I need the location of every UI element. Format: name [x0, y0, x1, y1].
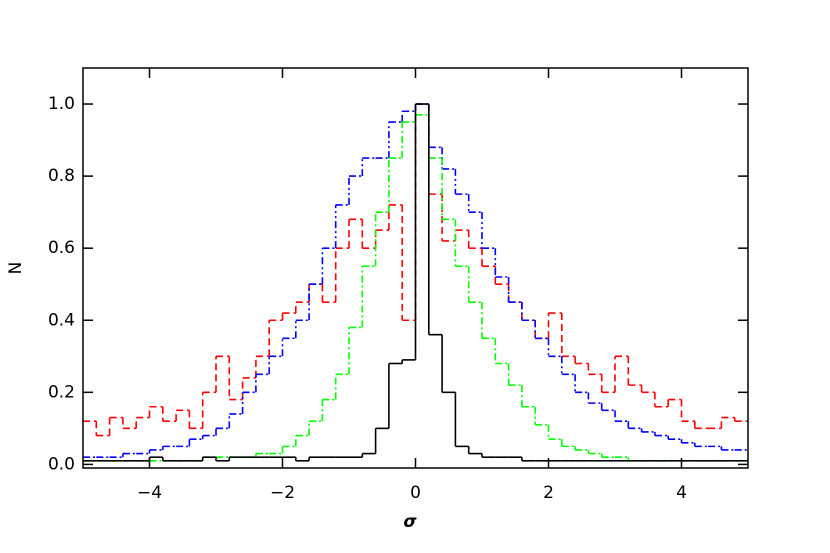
y-axis-label: N — [6, 262, 26, 275]
x-tick-label: 2 — [543, 483, 554, 503]
y-tick-label: 0.4 — [48, 310, 75, 330]
y-tick-label: 0.6 — [48, 238, 75, 258]
x-tick-label: 0 — [410, 483, 421, 503]
x-tick-label: −4 — [137, 483, 162, 503]
y-tick-label: 0.2 — [48, 382, 75, 402]
x-axis-label: σ — [403, 512, 417, 532]
y-tick-label: 0.0 — [48, 454, 75, 474]
x-tick-label: −2 — [270, 483, 295, 503]
y-tick-label: 1.0 — [48, 94, 75, 114]
y-tick-label: 0.8 — [48, 166, 75, 186]
x-tick-label: 4 — [676, 483, 687, 503]
